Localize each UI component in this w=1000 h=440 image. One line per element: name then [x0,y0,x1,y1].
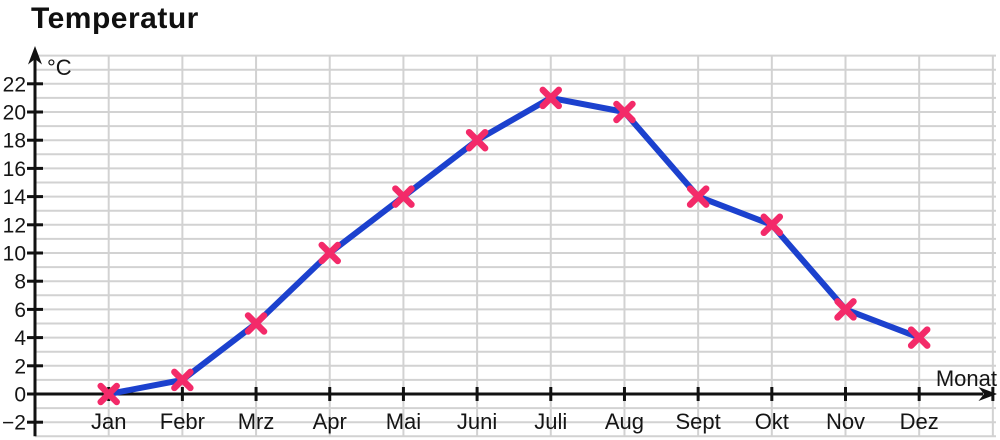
data-point-marker-mai [392,185,415,208]
x-axis-label: Monat [936,366,997,391]
chart-title: Temperatur [31,2,199,35]
axes [27,46,997,437]
y-tick-label: 6 [14,299,26,322]
y-tick-label: 18 [3,130,26,153]
x-tick-label-juni: Juni [457,409,497,434]
y-tick-label: 14 [3,186,27,209]
x-tick-label-juli: Juli [534,409,567,434]
data-point-marker-sept [686,185,710,208]
x-tick-label-jan: Jan [91,409,126,434]
y-axis-label: °C [47,55,72,80]
y-tick-label: −2 [2,412,26,435]
data-point-marker-dez [907,326,931,349]
x-axis-arrowhead [978,387,997,401]
x-tick-label-mrz: Mrz [238,409,275,434]
y-tick-label: 20 [3,102,26,125]
y-tick-label: 12 [3,214,26,237]
x-tick-label-okt: Okt [755,409,789,434]
y-tick-label: 16 [3,158,26,181]
y-ticks [27,82,43,424]
data-point-marker-aug [613,100,636,124]
x-tick-label-febr: Febr [160,409,205,434]
data-point-marker-febr [171,368,194,392]
data-point-marker-juni [465,128,489,152]
data-point-marker-jan [97,382,120,406]
x-tick-label-aug: Aug [605,409,644,434]
x-tick-label-sept: Sept [676,409,721,434]
y-tick-label: 10 [3,243,26,266]
x-tick-label-apr: Apr [313,409,347,434]
x-tick-labels: Jan Febr Mrz Apr Mai Juni Juli Aug Sept Okt Nov Dez [91,409,939,434]
x-tick-label-nov: Nov [826,409,865,434]
x-tick-label-dez: Dez [900,409,939,434]
data-point-marker-nov [834,298,857,321]
y-tick-label: 4 [14,327,26,350]
data-point-markers [97,86,931,406]
temperature-line [105,94,923,397]
x-ticks [107,387,995,401]
y-tick-label: 22 [3,73,26,96]
x-tick-label-mai: Mai [386,409,421,434]
data-point-marker-okt [760,213,784,237]
data-point-marker-juli [539,86,563,110]
data-point-marker-mrz [244,312,268,335]
data-point-marker-apr [318,241,341,265]
y-tick-label: 8 [14,271,26,294]
y-axis-arrowhead [28,46,42,65]
y-tick-label: 0 [14,384,26,407]
y-tick-label: 2 [14,355,26,378]
